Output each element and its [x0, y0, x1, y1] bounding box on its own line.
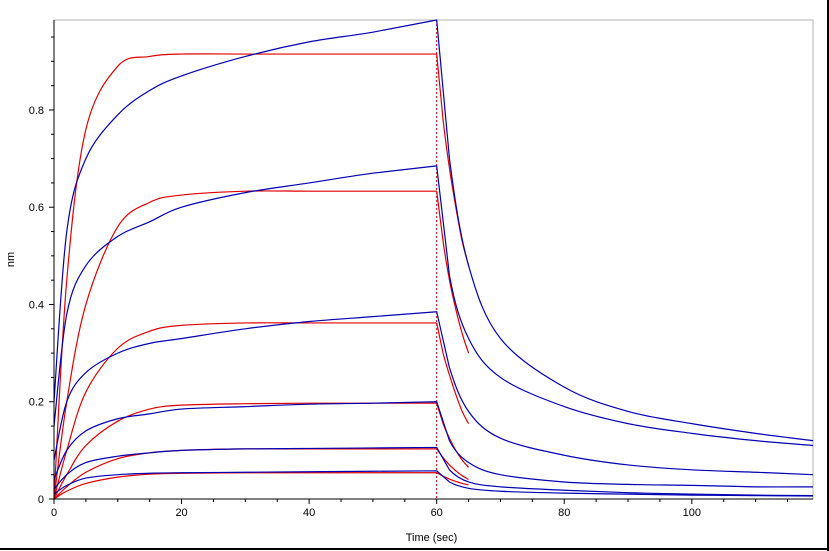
measured-series-line	[53, 401, 814, 488]
plot-frame	[53, 19, 814, 500]
series-layer	[53, 19, 814, 500]
x-axis-label: Time (sec)	[406, 532, 458, 544]
x-tick-label: 0	[51, 507, 57, 519]
fit-series-line	[436, 322, 470, 424]
fit-series-line	[436, 472, 469, 486]
y-tick-label: 0.8	[29, 105, 44, 117]
y-tick-label: 0.4	[29, 299, 44, 311]
x-tick-label: 100	[683, 507, 701, 519]
y-axis-label: nm	[5, 252, 17, 267]
fit-series-line	[436, 448, 469, 481]
x-tick-label: 80	[558, 507, 570, 519]
measured-series-line	[53, 470, 814, 497]
axes-layer: 0 0.2 0.4 0.6 0.8 0 20 40 60 80 100	[29, 20, 813, 519]
y-tick-label: 0.6	[29, 202, 44, 214]
fit-series-line	[53, 472, 437, 500]
y-tick-label: 0	[38, 494, 44, 506]
measured-series-line	[53, 19, 814, 442]
x-tick-label: 40	[303, 507, 315, 519]
fit-series-line	[53, 53, 437, 500]
measured-series-line	[53, 165, 814, 447]
x-tick-label: 60	[431, 507, 443, 519]
measured-series-line	[53, 446, 814, 497]
fit-series-line	[53, 402, 437, 500]
fit-series-line	[53, 190, 437, 500]
fit-series-line	[436, 191, 470, 354]
measured-series-line	[53, 311, 814, 476]
x-tick-label: 20	[175, 507, 187, 519]
y-tick-label: 0.2	[29, 397, 44, 409]
